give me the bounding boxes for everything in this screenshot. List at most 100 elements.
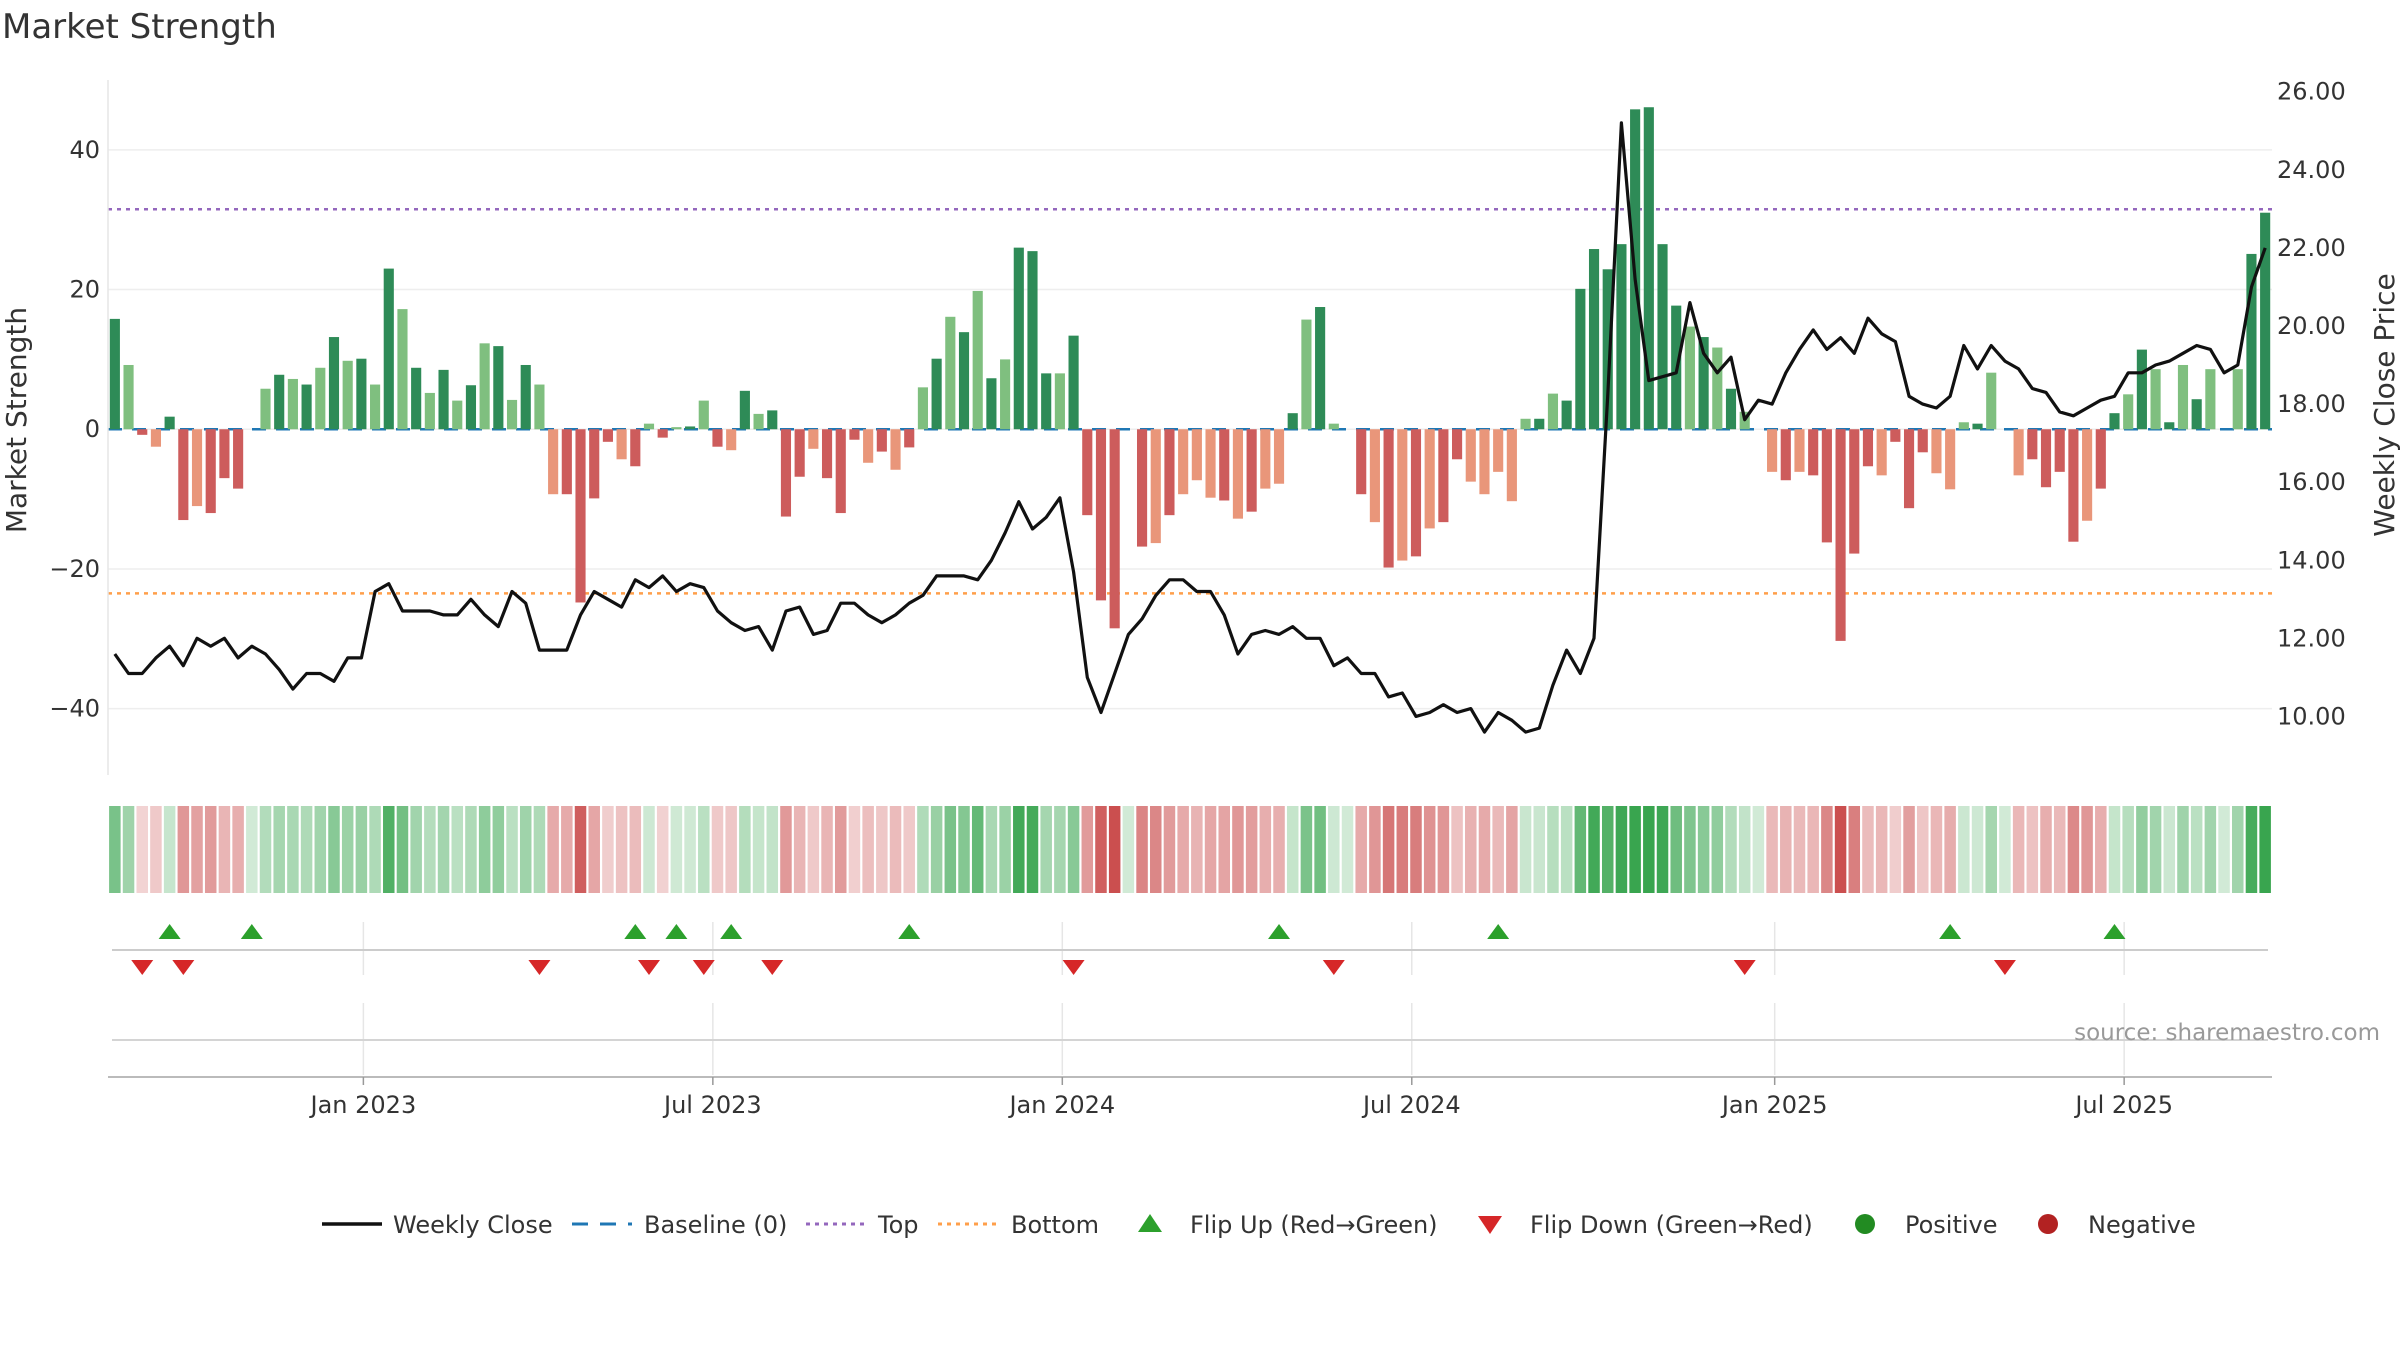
strength-strip-cell xyxy=(300,806,313,893)
strength-strip-cell xyxy=(1601,806,1614,893)
strength-bar xyxy=(1876,429,1887,476)
price-line-group xyxy=(113,121,2267,734)
strength-strip-cell xyxy=(1889,806,1902,893)
strength-bar xyxy=(1054,373,1065,430)
strength-bar xyxy=(1219,429,1230,501)
strength-strip-cell xyxy=(1478,806,1491,893)
strength-bar xyxy=(1575,288,1586,430)
strength-strip-cell xyxy=(1067,806,1080,893)
strength-strip-cell xyxy=(1465,806,1477,893)
strength-strip-cell xyxy=(615,806,628,893)
strength-strip-cell xyxy=(410,806,422,893)
strength-strip-cell xyxy=(1985,806,1997,893)
strength-strip-cell xyxy=(2067,806,2080,893)
strength-strip-cell xyxy=(437,806,450,893)
strength-strip-cell xyxy=(2095,806,2107,893)
strength-strip-cell xyxy=(1150,806,1162,893)
strength-strip-cell xyxy=(1108,806,1121,893)
strength-strip-cell xyxy=(1218,806,1230,893)
strength-strip-cell xyxy=(1697,806,1710,893)
strength-strip-cell xyxy=(862,806,874,893)
strength-strip-cell xyxy=(780,806,792,893)
legend-label: Weekly Close xyxy=(393,1211,553,1239)
strength-strip-cell xyxy=(725,806,737,893)
strength-strip-cell xyxy=(1451,806,1463,893)
legend-label: Bottom xyxy=(1011,1211,1099,1239)
strength-bar xyxy=(123,364,134,430)
strength-bar xyxy=(1150,429,1161,544)
strength-bar xyxy=(2123,394,2134,430)
strength-bar xyxy=(1520,418,1531,430)
source-credit: source: sharemaestro.com xyxy=(2074,1020,2380,1046)
strength-strip-cell xyxy=(232,806,244,893)
strength-bar xyxy=(1698,337,1709,430)
strength-strip-cell xyxy=(1560,806,1573,893)
strength-strip-cell xyxy=(204,806,217,893)
strength-bar xyxy=(2136,349,2147,430)
strength-strip-cell xyxy=(807,806,820,893)
strength-strip-cell xyxy=(1396,806,1409,893)
strength-strip-cell xyxy=(1547,806,1559,893)
strength-strip-cell xyxy=(1259,806,1272,893)
strength-bar xyxy=(2054,429,2065,472)
flip-up-marker xyxy=(2103,924,2126,939)
strength-strip-cell xyxy=(2081,806,2093,893)
flip-up-marker xyxy=(665,924,688,939)
strength-bar xyxy=(794,429,805,477)
strength-strip-cell xyxy=(2177,806,2189,893)
right-tick-label: 16.00 xyxy=(2277,468,2346,496)
strength-bar xyxy=(178,429,189,521)
strength-bar xyxy=(397,309,408,430)
x-tick-label: Jul 2023 xyxy=(662,1091,762,1119)
flip-up-marker xyxy=(624,924,647,939)
strength-bar xyxy=(602,429,613,442)
strength-bar xyxy=(835,429,846,514)
strength-bar xyxy=(1917,429,1928,453)
strength-strip-cell xyxy=(1204,806,1217,893)
strength-bar xyxy=(1862,429,1874,467)
strength-bar xyxy=(1643,107,1654,430)
strength-strip-cell xyxy=(355,806,368,893)
strength-strip-cell xyxy=(848,806,861,893)
strength-bar xyxy=(671,427,682,430)
strength-bar xyxy=(205,429,216,514)
strength-bar xyxy=(780,429,792,517)
strength-bar xyxy=(411,367,422,430)
strength-bar xyxy=(1493,429,1504,472)
strength-strip-cell xyxy=(1807,806,1819,893)
strength-bar xyxy=(958,332,970,430)
strength-strip-cell xyxy=(163,806,176,893)
strength-bar xyxy=(1410,429,1422,557)
strength-bar xyxy=(1945,429,1956,490)
strength-bar xyxy=(534,384,545,430)
strength-bar xyxy=(452,400,463,430)
strength-strip-cell xyxy=(985,806,998,893)
strength-bar xyxy=(1095,429,1107,601)
strength-bar xyxy=(1013,247,1024,430)
strength-strip-cell xyxy=(2232,806,2244,893)
strength-bar xyxy=(2232,369,2243,430)
strength-bar xyxy=(1821,429,1832,543)
strength-strip-cell xyxy=(1355,806,1367,893)
strength-strip-cell xyxy=(1273,806,1285,893)
right-tick-label: 20.00 xyxy=(2277,312,2346,340)
strength-strip-cell xyxy=(1245,806,1258,893)
strength-strip-cell xyxy=(1492,806,1504,893)
strength-bar xyxy=(274,374,285,430)
strength-strip-cell xyxy=(478,806,491,893)
strength-strip-cell xyxy=(1766,806,1778,893)
strength-strip-cell xyxy=(1971,806,1984,893)
strength-bar xyxy=(164,416,175,430)
strength-strip-cell xyxy=(328,806,340,893)
strength-strip-cell xyxy=(1410,806,1422,893)
legend-label: Flip Up (Red→Green) xyxy=(1190,1211,1438,1239)
strength-bar xyxy=(1082,429,1093,516)
strength-strip-cell xyxy=(1711,806,1724,893)
strength-strip-cell xyxy=(2218,806,2230,893)
strength-strip-cell xyxy=(971,806,984,893)
legend-label: Negative xyxy=(2088,1211,2196,1239)
strength-bar xyxy=(1780,429,1791,481)
strength-strip-cell xyxy=(1232,806,1244,893)
strength-bar xyxy=(2095,429,2106,489)
strength-bar xyxy=(657,429,668,438)
